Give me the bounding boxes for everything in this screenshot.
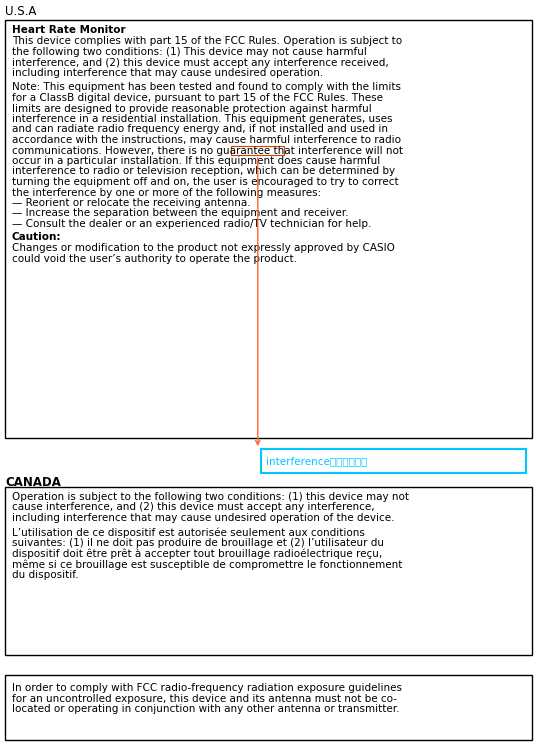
Text: — Consult the dealer or an experienced radio/TV technician for help.: — Consult the dealer or an experienced r… [12,219,371,229]
Text: Heart Rate Monitor: Heart Rate Monitor [12,25,126,35]
Text: including interference that may cause undesired operation.: including interference that may cause un… [12,68,323,78]
Text: interference, and (2) this device must accept any interference received,: interference, and (2) this device must a… [12,58,389,67]
Text: limits are designed to provide reasonable protection against harmful: limits are designed to provide reasonabl… [12,103,372,114]
Text: CANADA: CANADA [5,476,61,489]
Text: communications. However, there is no guarantee that interference will not: communications. However, there is no gua… [12,145,403,156]
Text: même si ce brouillage est susceptible de compromettre le fonctionnement: même si ce brouillage est susceptible de… [12,559,402,569]
Text: including interference that may cause undesired operation of the device.: including interference that may cause un… [12,513,394,523]
Text: occur in a particular installation. If this equipment does cause harmful: occur in a particular installation. If t… [12,156,380,166]
Bar [261,449,526,473]
Text: for a ClassB digital device, pursuant to part 15 of the FCC Rules. These: for a ClassB digital device, pursuant to… [12,93,383,103]
Text: Operation is subject to the following two conditions: (1) this device may not: Operation is subject to the following tw… [12,492,409,502]
Text: for an uncontrolled exposure, this device and its antenna must not be co-: for an uncontrolled exposure, this devic… [12,694,397,703]
Text: This device complies with part 15 of the FCC Rules. Operation is subject to: This device complies with part 15 of the… [12,37,402,46]
Text: Changes or modification to the product not expressly approved by CASIO: Changes or modification to the product n… [12,243,395,253]
Bar [5,487,532,655]
Bar [5,20,532,438]
Text: and can radiate radio frequency energy and, if not installed and used in: and can radiate radio frequency energy a… [12,124,388,135]
Text: Caution:: Caution: [12,232,61,243]
Text: Note: This equipment has been tested and found to comply with the limits: Note: This equipment has been tested and… [12,82,401,92]
Text: — Reorient or relocate the receiving antenna.: — Reorient or relocate the receiving ant… [12,198,251,208]
Bar [5,675,532,740]
Text: could void the user’s authority to operate the product.: could void the user’s authority to opera… [12,253,297,264]
Text: interference to radio or television reception, which can be determined by: interference to radio or television rece… [12,166,395,177]
Bar [231,145,284,155]
Text: the interference by one or more of the following measures:: the interference by one or more of the f… [12,187,321,198]
Text: — Increase the separation between the equipment and receiver.: — Increase the separation between the eq… [12,208,349,219]
Text: located or operating in conjunction with any other antenna or transmitter.: located or operating in conjunction with… [12,704,400,714]
Text: suivantes: (1) il ne doit pas produire de brouillage et (2) l’utilisateur du: suivantes: (1) il ne doit pas produire d… [12,538,384,548]
Text: turning the equipment off and on, the user is encouraged to try to correct: turning the equipment off and on, the us… [12,177,399,187]
Text: L’utilisation de ce dispositif est autorisée seulement aux conditions: L’utilisation de ce dispositif est autor… [12,527,365,538]
Text: U.S.A: U.S.A [5,5,37,18]
Text: du dispositif.: du dispositif. [12,569,79,580]
Text: cause interference, and (2) this device must accept any interference,: cause interference, and (2) this device … [12,503,374,512]
Text: In order to comply with FCC radio-frequency radiation exposure guidelines: In order to comply with FCC radio-freque… [12,683,402,693]
Text: accordance with the instructions, may cause harmful interference to radio: accordance with the instructions, may ca… [12,135,401,145]
Text: interferenceにしました。: interferenceにしました。 [266,456,367,466]
Text: interference in a residential installation. This equipment generates, uses: interference in a residential installati… [12,114,393,124]
Text: dispositif doit être prêt à accepter tout brouillage radioélectrique reçu,: dispositif doit être prêt à accepter tou… [12,548,383,559]
Text: the following two conditions: (1) This device may not cause harmful: the following two conditions: (1) This d… [12,47,367,57]
